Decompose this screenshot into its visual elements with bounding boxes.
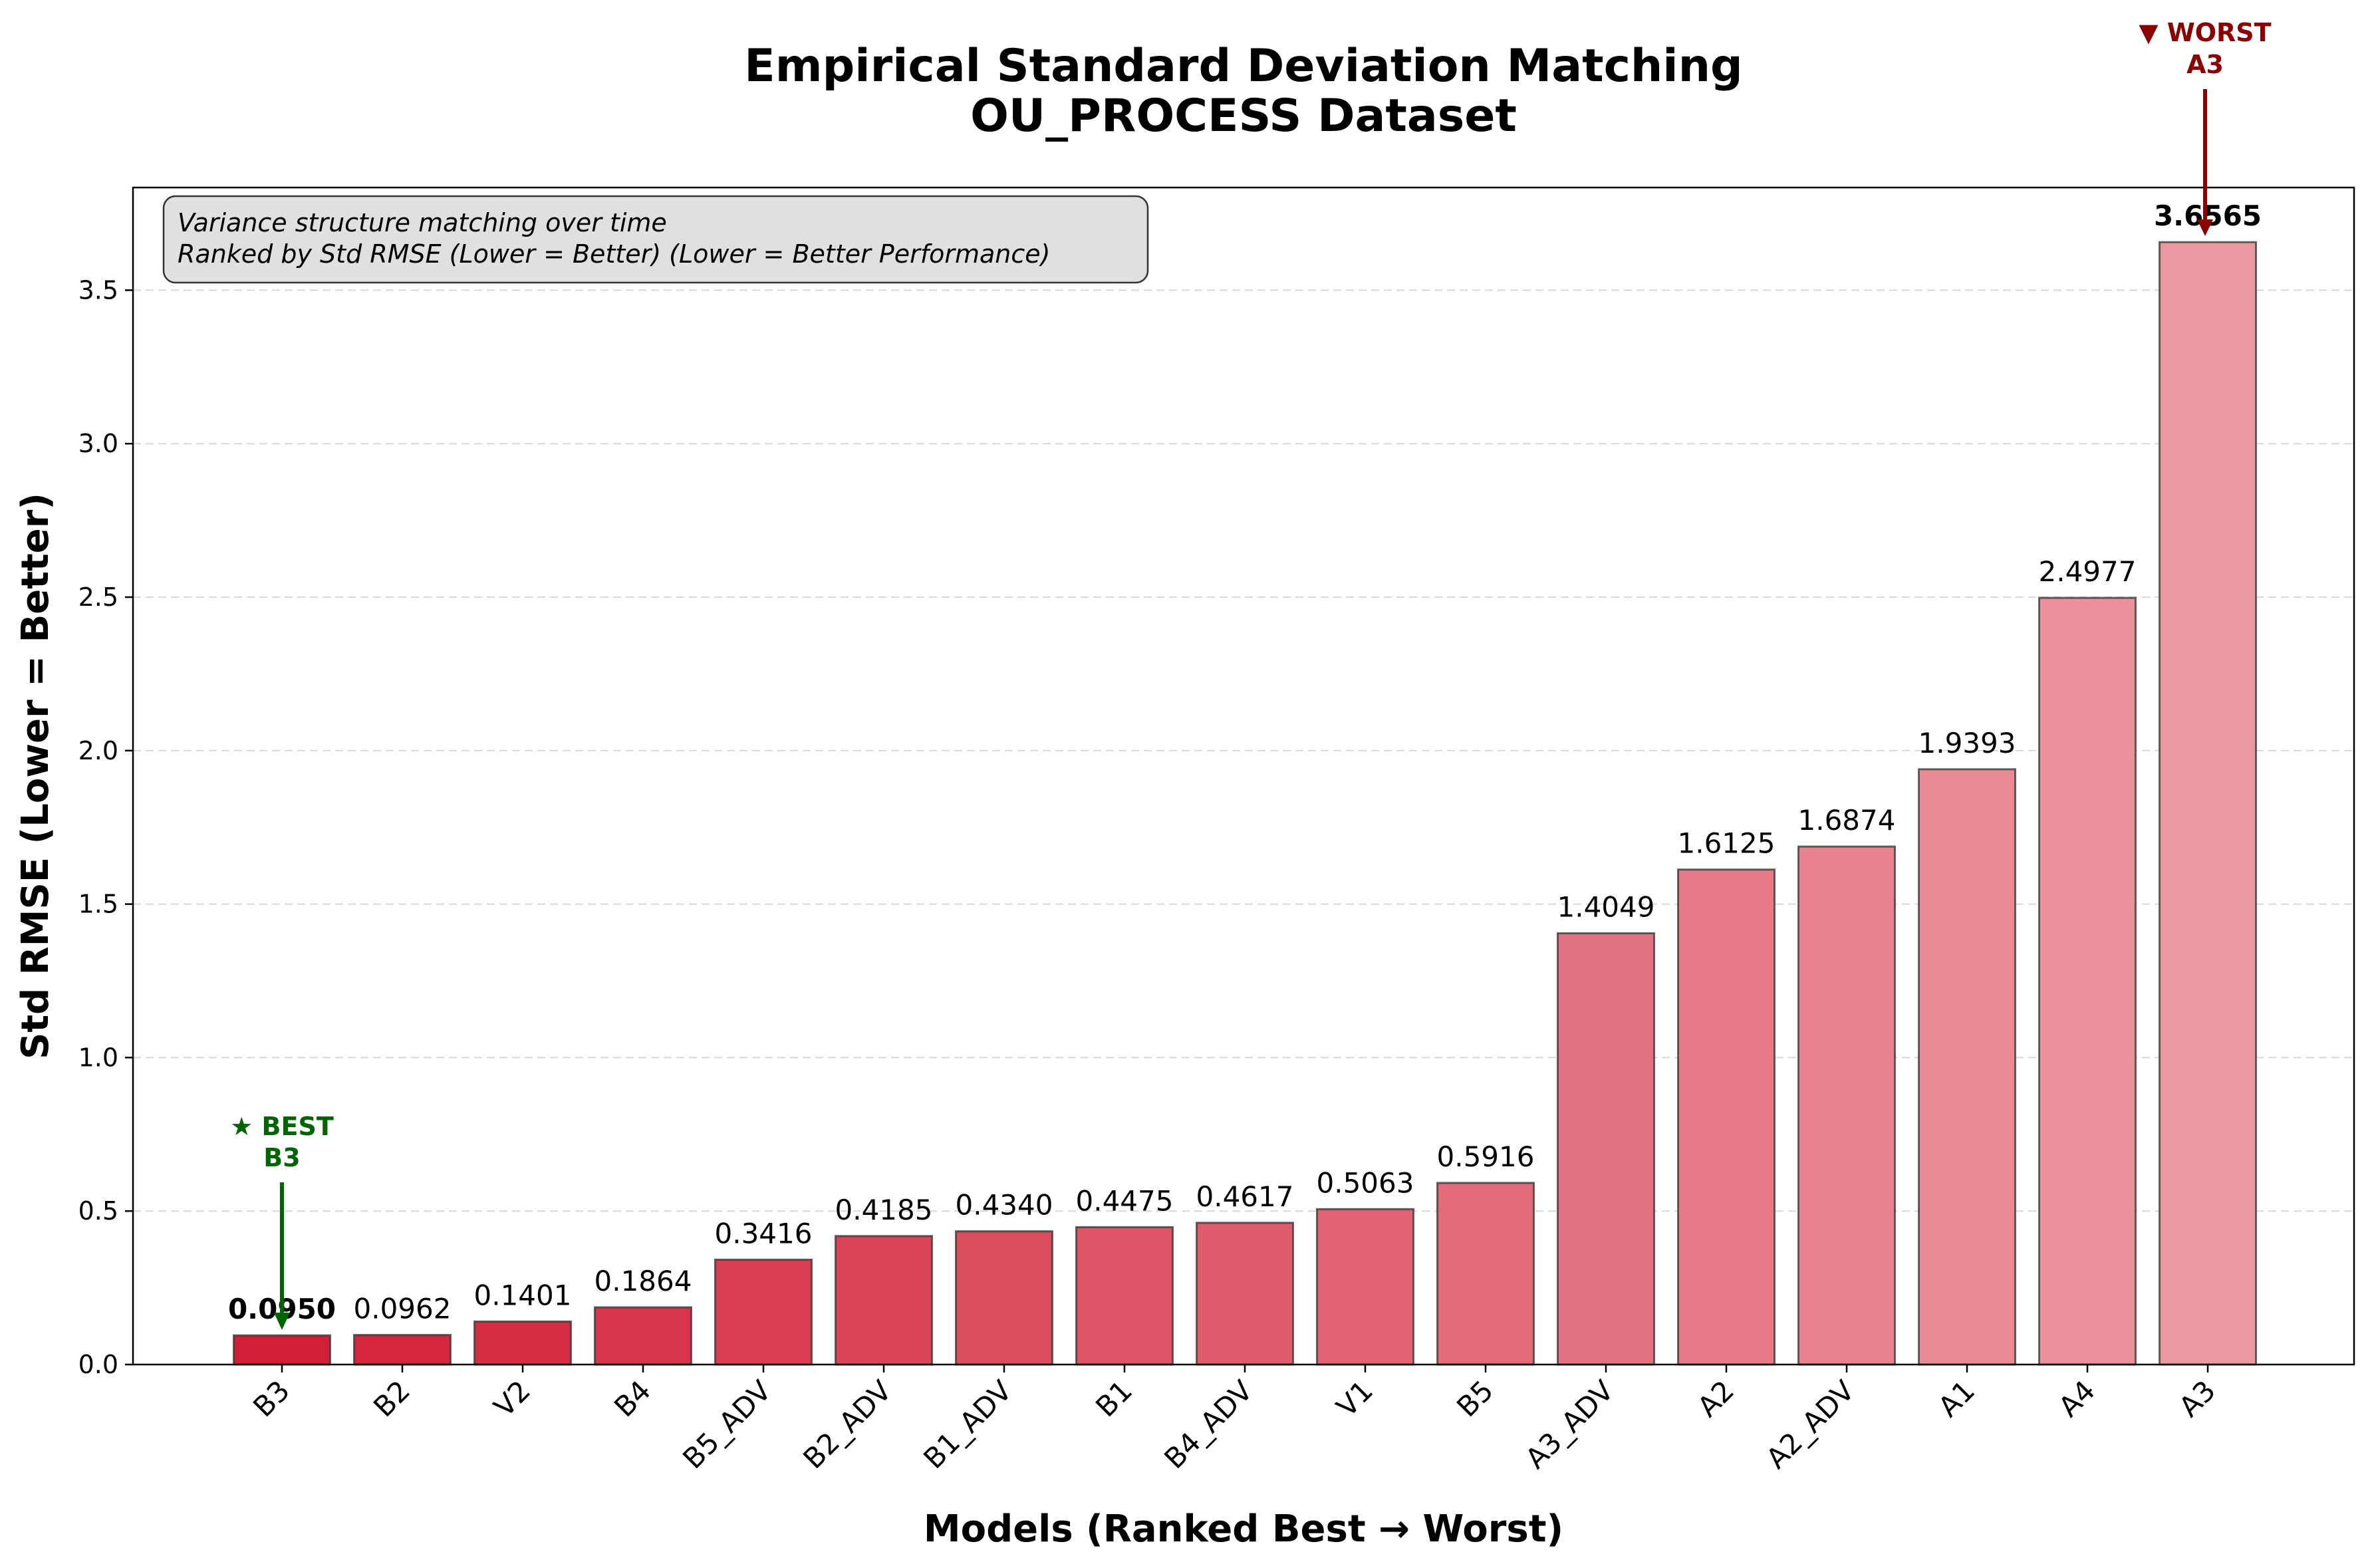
bar-b3	[233, 1334, 331, 1366]
worst-annotation: ▼ WORST A3	[2139, 18, 2272, 236]
bar-a4	[2038, 596, 2137, 1366]
bar-b4	[594, 1306, 692, 1366]
data-label: 0.4185	[835, 1194, 933, 1226]
bar-v1	[1316, 1208, 1414, 1366]
data-label: 1.4049	[1557, 890, 1655, 923]
bar-v2	[473, 1320, 572, 1366]
data-label: 0.4340	[956, 1189, 1053, 1222]
best-arrow-head	[274, 1313, 290, 1330]
note-box: Variance structure matching over time Ra…	[162, 195, 1149, 284]
y-tick-label: 1.5	[78, 890, 118, 919]
data-label: 1.6125	[1678, 827, 1776, 860]
data-label: 2.4977	[2039, 555, 2137, 588]
worst-annotation-line-1: ▼ WORST	[2139, 18, 2271, 47]
y-tick-label: 1.0	[78, 1043, 118, 1072]
bar-b4-adv	[1196, 1222, 1294, 1366]
data-label: 1.6874	[1798, 804, 1896, 837]
bar-a2	[1677, 868, 1776, 1366]
bar-b5	[1436, 1182, 1535, 1366]
y-tick-label: 3.5	[78, 275, 118, 305]
y-tick-label: 2.0	[78, 736, 118, 765]
data-label: 1.9393	[1918, 727, 2016, 759]
note-line-2: Ranked by Std RMSE (Lower = Better) (Low…	[178, 239, 1050, 269]
bar-b5-adv	[714, 1258, 813, 1366]
bar-b1	[1075, 1226, 1174, 1366]
best-annotation: ★ BEST B3	[230, 1112, 334, 1330]
data-label: 0.5063	[1317, 1166, 1414, 1199]
worst-annotation-line-2: A3	[2186, 50, 2224, 79]
note-box-background	[162, 195, 1149, 284]
best-annotation-line-1: ★ BEST	[230, 1112, 334, 1141]
data-label: 0.4475	[1076, 1184, 1174, 1217]
bar-a2-adv	[1797, 845, 1896, 1366]
data-label: 0.5916	[1437, 1140, 1535, 1173]
bar-a3	[2159, 241, 2257, 1366]
x-axis-label: Models (Ranked Best → Worst)	[924, 1507, 1563, 1551]
y-tick-label: 0.5	[78, 1196, 118, 1226]
y-tick-label: 0.0	[78, 1350, 118, 1379]
bars	[233, 241, 2257, 1366]
y-tick-label: 3.0	[78, 429, 118, 458]
data-label: 0.4617	[1196, 1180, 1294, 1213]
data-label: 0.0962	[354, 1293, 452, 1325]
bar-b1-adv	[955, 1230, 1053, 1366]
plot-frame	[132, 186, 2355, 1366]
bar-a3-adv	[1557, 932, 1655, 1366]
data-label: 0.1401	[474, 1279, 572, 1311]
note-line-1: Variance structure matching over time	[178, 208, 667, 237]
bar-b2	[353, 1334, 452, 1366]
bar-a1	[1918, 768, 2016, 1366]
chart-subtitle: OU_PROCESS Dataset	[970, 90, 1517, 142]
y-tick-label: 2.5	[78, 583, 118, 612]
best-annotation-line-2: B3	[263, 1143, 300, 1172]
data-label: 0.1864	[594, 1265, 692, 1297]
bar-b2-adv	[835, 1235, 933, 1366]
data-label: 0.3416	[715, 1217, 813, 1249]
y-axis-ticks: 0.0 0.5 1.0 1.5 2.0 2.5 3.0 3.5	[78, 275, 133, 1379]
y-axis-label: Std RMSE (Lower = Better)	[14, 493, 57, 1059]
worst-arrow-head	[2197, 219, 2213, 236]
chart-title: Empirical Standard Deviation Matching	[744, 40, 1742, 92]
